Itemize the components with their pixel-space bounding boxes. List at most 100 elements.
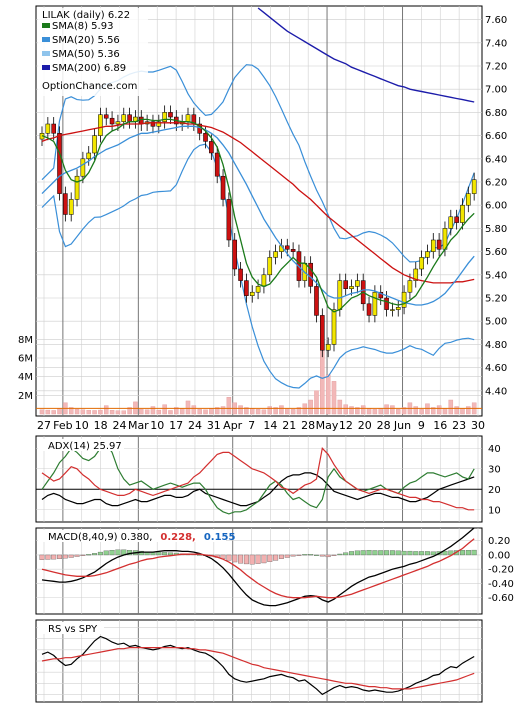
macd-histogram-bar bbox=[366, 549, 372, 556]
candle-body bbox=[86, 152, 92, 160]
candle-body bbox=[57, 133, 62, 194]
macd-histogram-bar bbox=[39, 554, 45, 560]
adx-legend-bg bbox=[38, 439, 124, 451]
x-tick-label: 28 bbox=[377, 419, 391, 432]
candle-body bbox=[308, 262, 313, 287]
candle-body bbox=[220, 175, 226, 200]
volume-bar bbox=[168, 410, 173, 415]
volume-bar bbox=[273, 407, 278, 415]
macd-histogram-bar bbox=[349, 551, 355, 556]
candle-body bbox=[395, 307, 401, 310]
volume-ytick-label: 8M bbox=[18, 335, 33, 346]
volume-bar bbox=[349, 406, 354, 415]
adx-ytick-label: 30 bbox=[488, 464, 501, 475]
macd-histogram-bar bbox=[103, 550, 109, 556]
legend: LILAK (daily) 6.22 SMA(8) 5.93 SMA(20) 5.… bbox=[38, 8, 148, 96]
candle-body bbox=[226, 199, 232, 241]
macd-histogram-bar bbox=[384, 550, 390, 556]
volume-bar bbox=[296, 407, 302, 415]
x-tick-label: 17 bbox=[169, 419, 183, 432]
price-ytick-label: 5.80 bbox=[485, 224, 507, 235]
candle-body bbox=[121, 114, 127, 122]
legend-swatch bbox=[42, 51, 50, 56]
candle-body bbox=[162, 112, 167, 122]
candle-body bbox=[168, 112, 173, 118]
macd-histogram-bar bbox=[86, 554, 92, 556]
volume-bar bbox=[460, 408, 465, 415]
macd-title: MACD(8,40,9) 0.380, 0.228, 0.155 bbox=[48, 532, 236, 543]
volume-bar bbox=[249, 408, 255, 415]
volume-bar bbox=[74, 409, 80, 415]
price-ytick-label: 5.00 bbox=[485, 317, 507, 328]
bollinger-lower-band bbox=[41, 143, 475, 389]
macd-histogram-bar bbox=[115, 549, 121, 556]
macd-histogram-bar bbox=[413, 551, 419, 556]
macd-histogram-bar bbox=[308, 554, 314, 556]
volume-bar bbox=[220, 406, 226, 415]
volume-bar bbox=[92, 410, 97, 415]
macd-histogram-bar bbox=[360, 550, 366, 556]
candle-body bbox=[127, 114, 132, 122]
legend-swatch bbox=[42, 65, 50, 70]
price-ytick-label: 6.80 bbox=[485, 108, 507, 119]
volume-bar bbox=[419, 409, 424, 415]
volume-bar bbox=[191, 405, 197, 415]
macd-histogram-bar bbox=[378, 550, 384, 556]
price-ytick-label: 6.40 bbox=[485, 154, 507, 165]
legend-swatch bbox=[42, 23, 50, 28]
x-tick-label: 27 bbox=[37, 419, 51, 432]
sma200-line bbox=[257, 7, 475, 103]
volume-bar bbox=[331, 381, 337, 415]
volume-bar bbox=[355, 407, 360, 415]
macd-histogram-bar bbox=[156, 552, 162, 556]
volume-bar bbox=[103, 405, 109, 415]
macd-histogram-bar bbox=[419, 551, 425, 556]
volume-bar bbox=[121, 410, 127, 415]
volume-bar bbox=[109, 410, 115, 415]
candle-body bbox=[249, 291, 255, 296]
macd-ytick-label: -0.20 bbox=[488, 565, 514, 576]
adx-panel: 40 30 20 10 ADX(14) 25.97 bbox=[35, 435, 501, 523]
macd-histogram-bar bbox=[372, 550, 378, 556]
candle-body bbox=[355, 280, 360, 287]
macd-histogram-bar bbox=[68, 554, 74, 558]
volume-bar bbox=[57, 408, 62, 415]
price-ytick-label: 6.20 bbox=[485, 178, 507, 189]
macd-histogram-bar bbox=[471, 549, 477, 556]
candle-body bbox=[471, 179, 477, 194]
macd-panel: 0.20 0.00 -0.20 -0.40 -0.60 MACD(8,40,9) 0.38… bbox=[35, 527, 514, 615]
candle-body bbox=[454, 216, 459, 223]
macd-histogram-bar bbox=[442, 550, 448, 556]
price-ytick-label: 5.40 bbox=[485, 270, 507, 281]
volume-bar bbox=[144, 409, 150, 415]
volume-bar bbox=[179, 408, 185, 415]
candle-body bbox=[156, 121, 162, 127]
price-ytick-label: 6.00 bbox=[485, 201, 507, 212]
candle-body bbox=[430, 239, 436, 252]
adx-series-line bbox=[41, 443, 475, 515]
candle-body bbox=[331, 309, 337, 345]
price-panel: 7.60 7.40 7.20 7.00 6.80 6.60 6.40 6.20 6.00 5.80… bbox=[18, 5, 507, 432]
volume-bar bbox=[325, 374, 331, 415]
volume-bar bbox=[290, 409, 296, 415]
price-ytick-label: 4.60 bbox=[485, 363, 507, 374]
macd-histogram-bar bbox=[226, 554, 232, 561]
volume-bar bbox=[185, 400, 191, 415]
x-tick-label: Jun bbox=[393, 419, 411, 432]
candle-body bbox=[320, 315, 325, 351]
volume-ytick-label: 6M bbox=[18, 354, 33, 365]
legend-label: SMA(50) 5.36 bbox=[52, 49, 120, 60]
x-tick-label: May bbox=[316, 419, 339, 432]
volume-bar bbox=[150, 406, 156, 415]
volume-bar bbox=[39, 409, 45, 415]
macd-histogram-bar bbox=[395, 550, 401, 556]
x-tick-label: 23 bbox=[452, 419, 466, 432]
candle-body bbox=[214, 152, 220, 177]
macd-series-line bbox=[41, 538, 475, 599]
macd-histogram-bar bbox=[238, 554, 244, 564]
rs-panel: RS vs SPY bbox=[35, 619, 483, 703]
macd-signal-value: 0.228, bbox=[160, 532, 195, 543]
macd-histogram-bar bbox=[319, 554, 325, 557]
candle-body bbox=[419, 257, 424, 270]
macd-histogram-bar bbox=[424, 551, 430, 556]
